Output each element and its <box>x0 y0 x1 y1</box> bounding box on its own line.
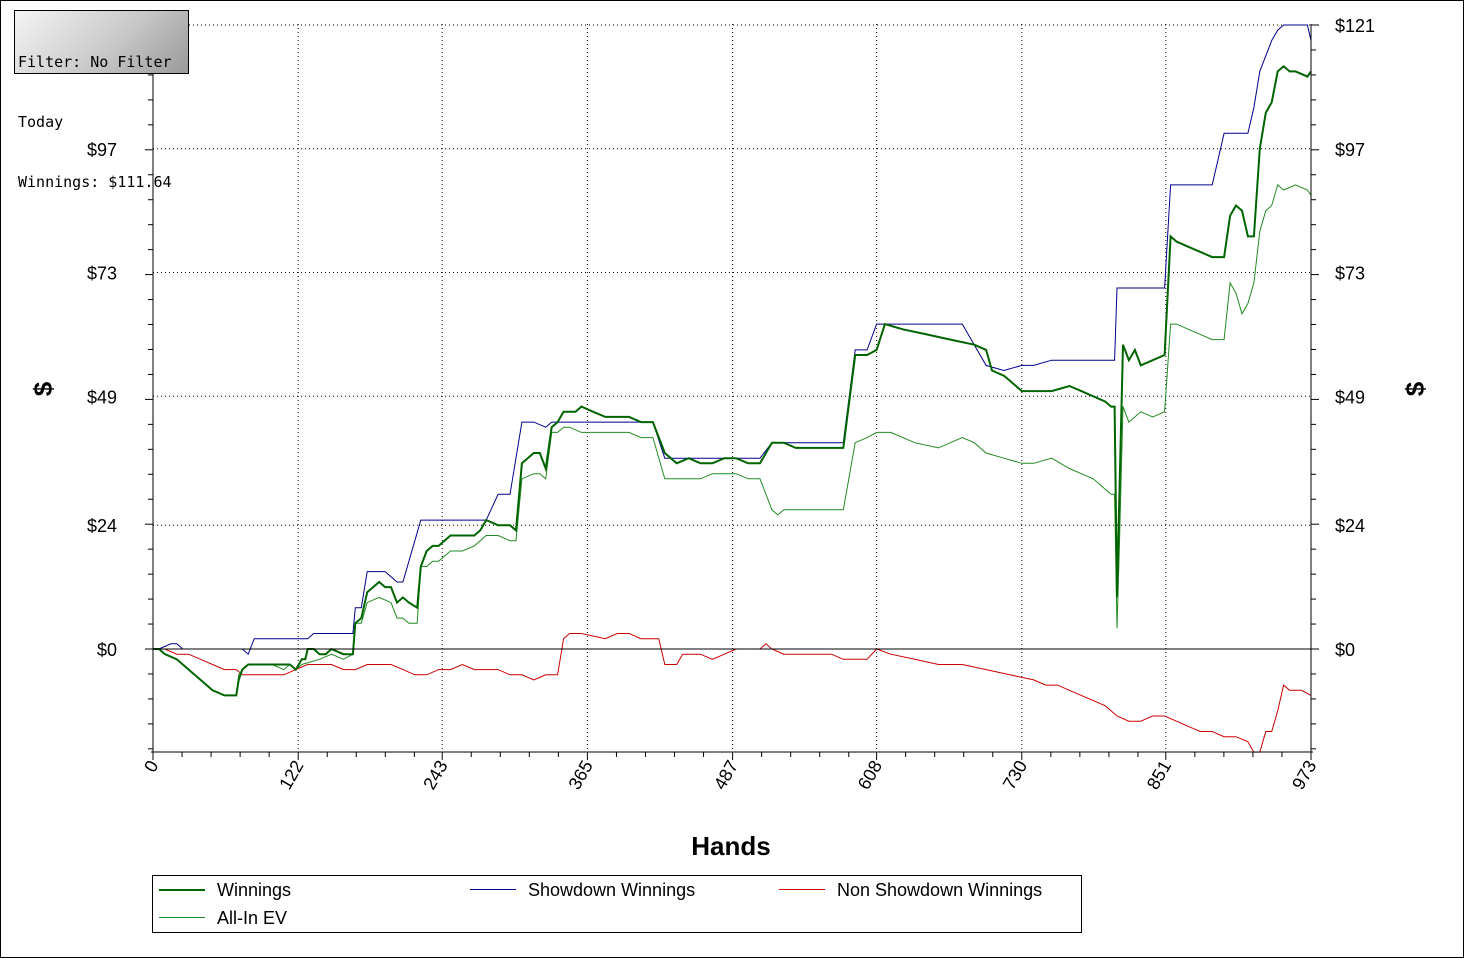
y-tick-label-left: $0 <box>97 640 117 660</box>
x-tick-label: 730 <box>999 757 1031 793</box>
legend-swatch-all-in-ev <box>159 917 205 918</box>
x-tick-label: 122 <box>275 757 307 793</box>
legend-swatch-showdown-winnings <box>470 889 516 890</box>
axes <box>145 24 1319 760</box>
y-tick-label-right: $121 <box>1335 16 1375 36</box>
period-text: Today <box>18 113 64 131</box>
series-line-winnings <box>153 64 1312 697</box>
legend-label: Winnings <box>217 880 292 900</box>
legend-label: All-In EV <box>217 908 288 928</box>
x-tick-label: 608 <box>854 757 886 793</box>
series-line-all-in-ev <box>153 184 1312 696</box>
y-tick-label-left: $73 <box>87 264 117 284</box>
filter-text: Filter: No Filter <box>18 53 172 71</box>
y-tick-label-right: $73 <box>1335 264 1365 284</box>
chart-legend: Winnings Showdown Winnings Non Showdown … <box>152 875 1082 933</box>
y-tick-label-right: $0 <box>1335 640 1355 660</box>
y-tick-label-right: $49 <box>1335 387 1365 407</box>
x-tick-label: 243 <box>419 757 451 793</box>
y-tick-label-left: $97 <box>87 140 117 160</box>
y-tick-label-left: $49 <box>87 387 117 407</box>
series-lines <box>153 24 1312 753</box>
grid-lines <box>153 24 1311 751</box>
series-line-non-showdown-winnings <box>153 633 1312 753</box>
legend-swatch-non-showdown-winnings <box>779 889 825 890</box>
x-tick-label: 973 <box>1288 757 1320 793</box>
tick-labels: $0 $0 $24 $24 $49 $49 $73 $73 $97 $97 $121 0 122 243 3… <box>87 16 1375 793</box>
x-tick-label: 851 <box>1143 757 1175 793</box>
series-line-showdown-winnings <box>153 24 1312 656</box>
y-tick-label-right: $97 <box>1335 140 1365 160</box>
x-axis-title: Hands <box>691 831 770 861</box>
y-axis-title-right: $ <box>1400 381 1430 396</box>
y-tick-label-left: $24 <box>87 516 117 536</box>
filter-info-box: Filter: No Filter Today Winnings: $111.6… <box>14 10 189 191</box>
y-tick-label-right: $24 <box>1335 516 1365 536</box>
winnings-text: Winnings: $111.64 <box>18 173 172 191</box>
y-axis-title-left: $ <box>28 381 58 396</box>
x-tick-label: 0 <box>140 757 162 776</box>
legend-label: Showdown Winnings <box>528 880 696 900</box>
legend-swatch-winnings <box>159 889 205 891</box>
x-tick-label: 365 <box>565 757 597 793</box>
x-tick-label: 487 <box>710 757 742 793</box>
legend-label: Non Showdown Winnings <box>837 880 1043 900</box>
